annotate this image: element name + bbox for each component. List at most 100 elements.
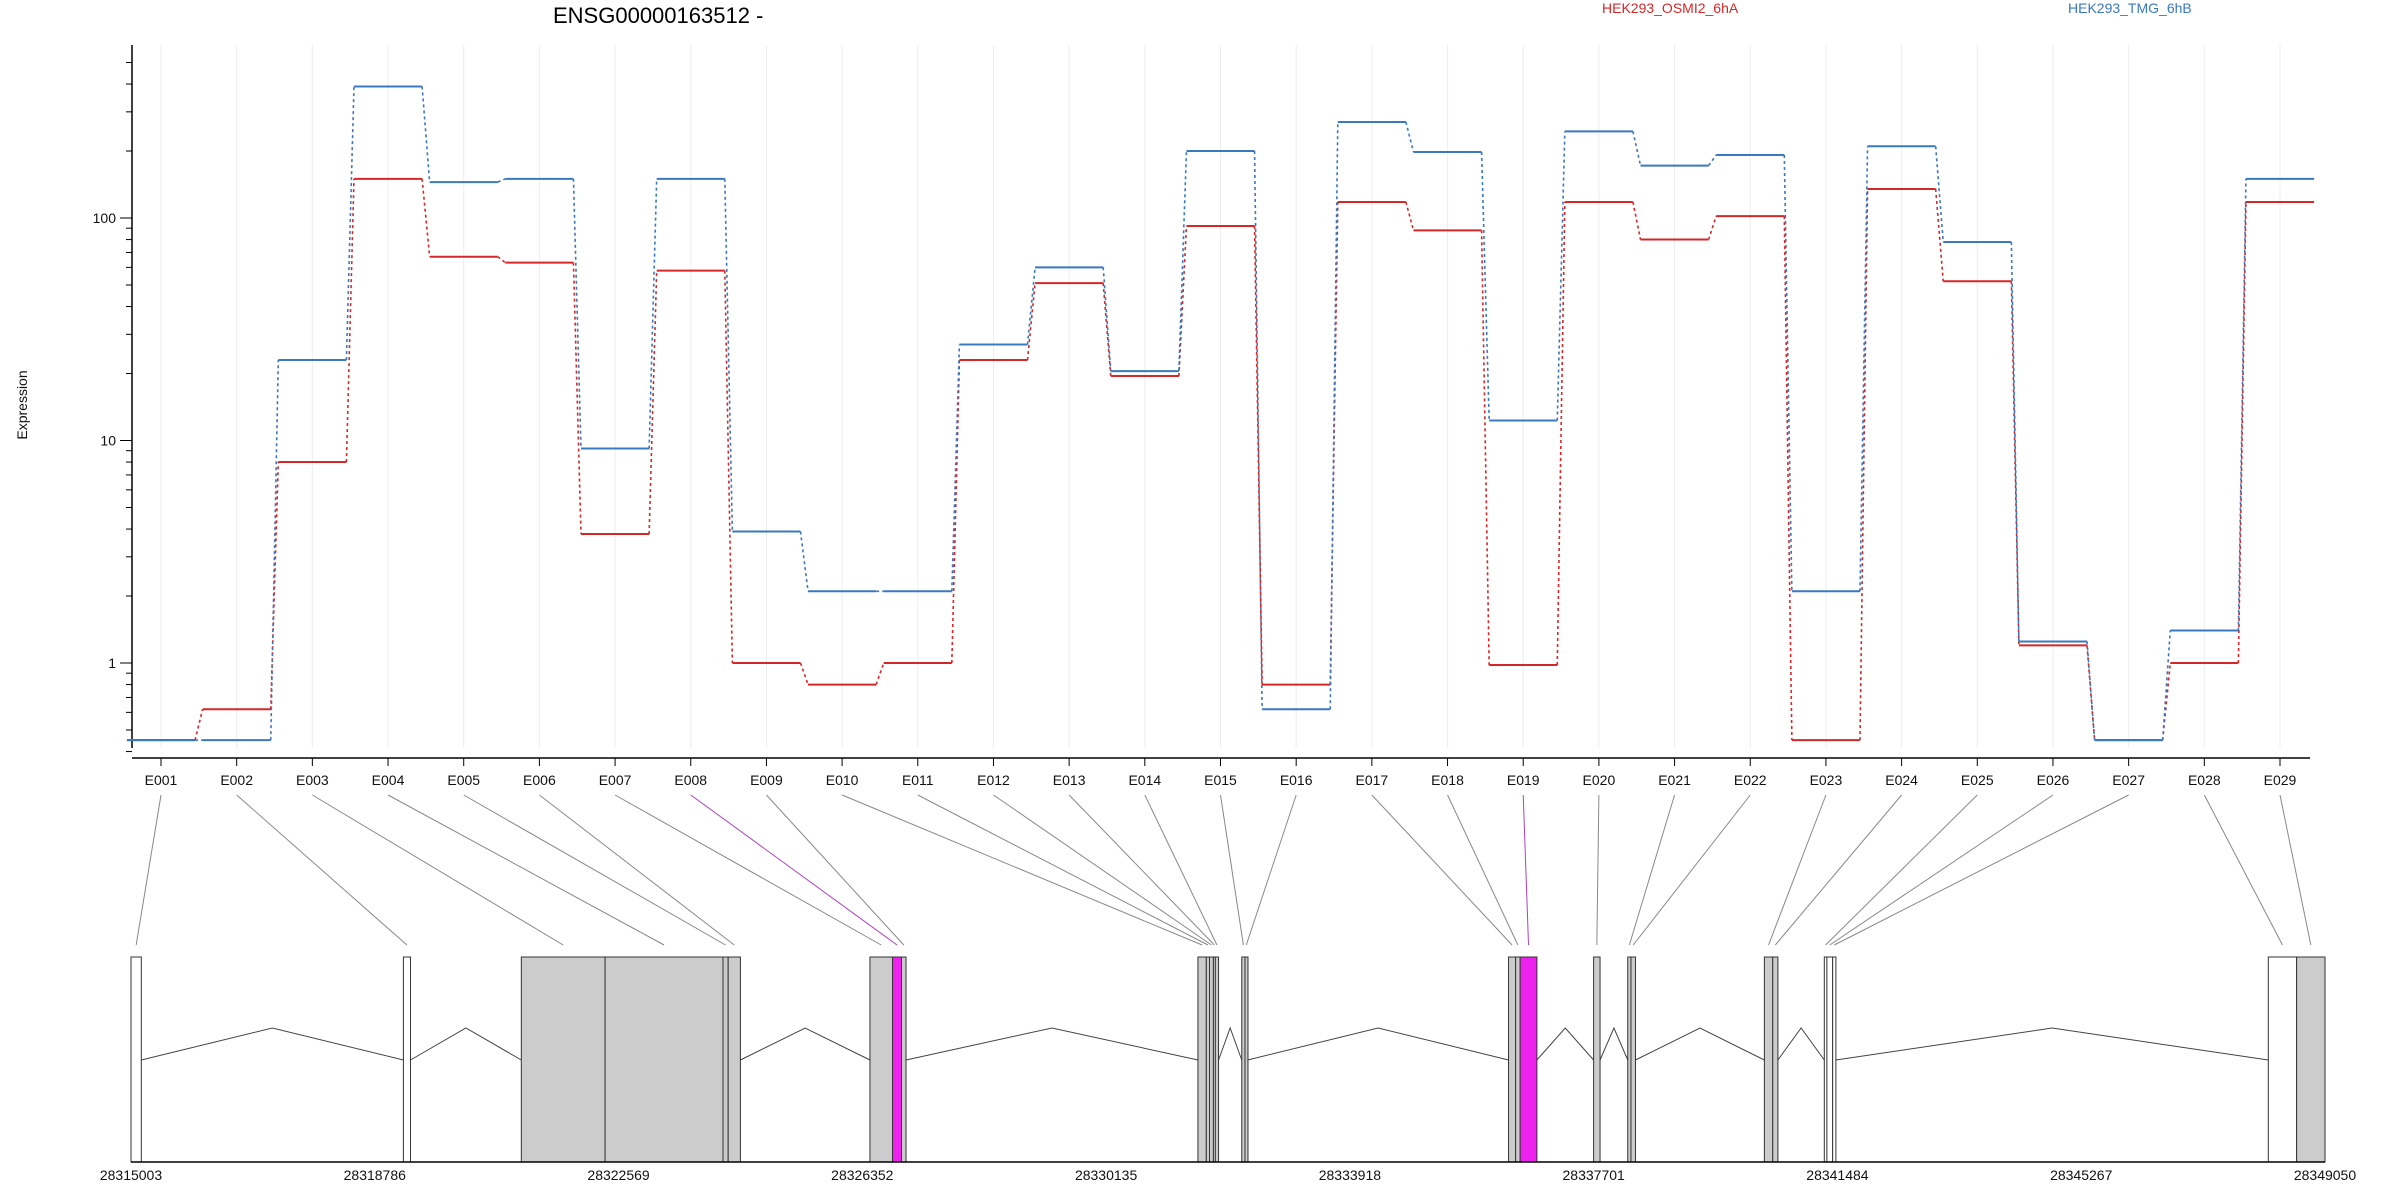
x-tick-label: E016 — [1280, 772, 1313, 788]
exon-axis: E001 E002 E003 E004 E005 E006 E007 E008 E009 E010… — [132, 757, 2310, 788]
series-connector — [951, 359, 961, 664]
x-tick-label: E019 — [1507, 772, 1540, 788]
exon-box-e010 — [1197, 956, 1207, 1163]
exon-connector — [1144, 794, 1218, 946]
y-tick-label: 10 — [100, 433, 116, 449]
exon-connector — [2203, 794, 2283, 946]
genomic-tick-label: 28345267 — [2050, 1167, 2113, 1183]
intron-line — [410, 1027, 522, 1061]
series-connector — [1707, 154, 1717, 167]
series-connector — [1480, 230, 1490, 665]
series-connector — [194, 709, 204, 741]
series-connector — [1556, 131, 1566, 421]
series-connector — [648, 178, 658, 449]
genomic-tick-label: 28322569 — [587, 1167, 650, 1183]
exon-box-e022 — [1630, 956, 1636, 1163]
exon-box-e029 — [2296, 956, 2326, 1163]
exon-box-e006 — [727, 956, 741, 1163]
series-connector — [1632, 201, 1642, 240]
vertical-grid — [160, 45, 2281, 748]
x-tick-label: E012 — [977, 772, 1010, 788]
exon-connector — [993, 794, 1212, 946]
series-connector — [345, 178, 355, 463]
genomic-tick-label: 28337701 — [1563, 1167, 1626, 1183]
legend-entry-osmi2: HEK293_OSMI2_6hA — [1602, 0, 1739, 16]
x-tick-label: E002 — [220, 772, 253, 788]
exon-connector — [1596, 794, 1600, 946]
series-connector — [572, 178, 582, 449]
exon-box-e008 — [891, 956, 903, 1163]
x-tick-label: E026 — [2037, 772, 2070, 788]
series-connector — [1405, 121, 1415, 153]
x-tick-label: E024 — [1885, 772, 1918, 788]
exon-connector — [1068, 794, 1215, 946]
intron-line — [1536, 1027, 1594, 1061]
series-connector — [1783, 154, 1793, 592]
exon-connector — [2279, 794, 2312, 946]
genomic-tick-label: 28333918 — [1319, 1167, 1382, 1183]
intron-line — [1247, 1027, 1509, 1061]
exon-box-e024 — [1772, 956, 1779, 1163]
exon-connector — [841, 794, 1203, 946]
series-connector — [421, 178, 431, 257]
exon-box-e004 — [604, 956, 724, 1163]
genomic-tick-label: 28330135 — [1075, 1167, 1138, 1183]
x-tick-label: E027 — [2112, 772, 2145, 788]
exon-connector — [236, 794, 408, 946]
exon-connector — [690, 794, 898, 946]
exon-connector — [1245, 794, 1297, 946]
series-connector — [1632, 131, 1642, 166]
series-connector — [648, 270, 658, 535]
intron-line — [141, 1027, 404, 1061]
series-connector — [1783, 216, 1793, 741]
exon-connector — [1220, 794, 1244, 946]
genomic-tick-label: 28318786 — [344, 1167, 407, 1183]
exon-box-e027 — [1832, 956, 1837, 1163]
x-tick-label: E021 — [1658, 772, 1691, 788]
exon-connectors — [135, 794, 2312, 946]
series-connector — [2086, 645, 2096, 741]
exon-box-e009 — [901, 956, 907, 1163]
exon-connector — [1371, 794, 1513, 946]
x-tick-label: E028 — [2188, 772, 2221, 788]
x-tick-label: E020 — [1583, 772, 1616, 788]
exon-connector — [766, 794, 905, 946]
series-connector — [1026, 267, 1036, 345]
exon-box-e012 — [1209, 956, 1214, 1163]
y-tick-label: 1 — [108, 655, 116, 671]
exon-connector — [1632, 794, 1751, 946]
series-connector — [2010, 241, 2020, 642]
series-connector — [799, 662, 809, 685]
x-tick-label: E004 — [372, 772, 405, 788]
x-tick-label: E001 — [145, 772, 178, 788]
series-connector — [1026, 282, 1036, 361]
x-tick-label: E029 — [2264, 772, 2297, 788]
x-tick-label: E005 — [447, 772, 480, 788]
series-connector — [951, 344, 961, 592]
series-connector — [1102, 267, 1112, 372]
x-tick-label: E003 — [296, 772, 329, 788]
series-connector — [2010, 281, 2020, 646]
x-tick-label: E018 — [1431, 772, 1464, 788]
series-connector — [1253, 226, 1263, 685]
x-tick-label: E007 — [599, 772, 632, 788]
exon-box-e014 — [1214, 956, 1220, 1163]
series-connector — [1859, 146, 1869, 592]
y-axis-label: Expression — [14, 370, 30, 439]
series-connector — [875, 662, 885, 685]
series-connector — [1405, 201, 1415, 231]
exon-connector — [1834, 794, 2129, 946]
intron-line — [740, 1027, 871, 1061]
series-connector — [345, 86, 355, 361]
series-connector — [497, 256, 506, 264]
series-connector — [1934, 146, 1945, 243]
y-tick-label: 100 — [93, 210, 117, 226]
series-connector — [1480, 151, 1490, 421]
intron-line — [1599, 1026, 1629, 1061]
exon-box-e001 — [130, 956, 142, 1163]
intron-line — [1218, 1026, 1243, 1061]
series-connector — [572, 262, 582, 535]
series-connector — [421, 86, 431, 183]
